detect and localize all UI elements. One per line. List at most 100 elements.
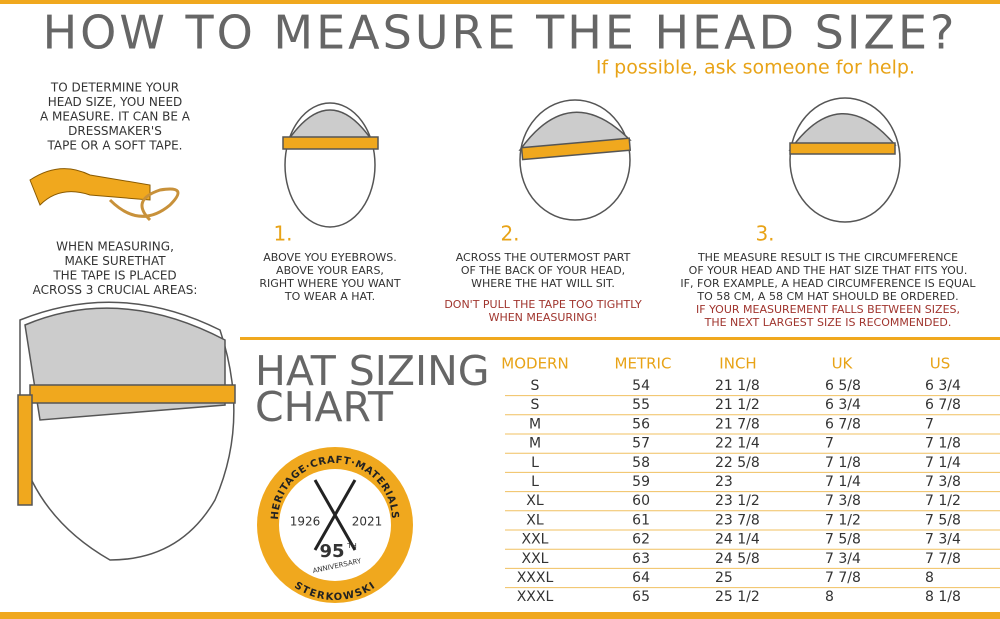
cell: 6 3/4 xyxy=(825,397,861,413)
cell: 24 5/8 xyxy=(715,551,760,567)
cell: 7 5/8 xyxy=(825,532,861,548)
cell: 59 xyxy=(632,474,650,490)
step-line: WHERE THE HAT WILL SIT. xyxy=(471,277,615,290)
step-line: ACROSS THE OUTERMOST PART xyxy=(456,251,631,264)
measuring-line: THE TAPE IS PLACED xyxy=(52,269,176,283)
badge-number: 95 xyxy=(319,541,344,562)
cell: 8 xyxy=(925,570,934,586)
cell: 65 xyxy=(632,589,650,605)
cell: 63 xyxy=(632,551,650,567)
cell: 54 xyxy=(632,378,650,394)
badge-year: 2021 xyxy=(352,515,383,529)
cell: 7 3/8 xyxy=(825,493,861,509)
badge-year: 1926 xyxy=(290,515,321,529)
cell: 7 1/4 xyxy=(925,455,961,471)
cell: 21 1/8 xyxy=(715,378,760,394)
cell: XL xyxy=(526,493,544,509)
step-line: ABOVE YOU EYEBROWS. xyxy=(263,251,396,264)
cell: 56 xyxy=(632,416,650,432)
intro-line: DRESSMAKER'S xyxy=(68,124,162,138)
cell: 57 xyxy=(632,436,650,452)
cell: 7 1/2 xyxy=(825,512,861,528)
cell: 7 5/8 xyxy=(925,512,961,528)
cell: 6 5/8 xyxy=(825,378,861,394)
cell: XXL xyxy=(522,551,549,567)
cell: 23 7/8 xyxy=(715,512,760,528)
step-line: TO 58 CM, A 58 CM HAT SHOULD BE ORDERED. xyxy=(696,290,958,303)
cell: 55 xyxy=(632,397,650,413)
step-line: IF, FOR EXAMPLE, A HEAD CIRCUMFERENCE IS… xyxy=(680,277,976,290)
chart-title: HAT SIZING xyxy=(255,347,490,395)
cell: 25 xyxy=(715,570,733,586)
cell: XXXL xyxy=(517,570,554,586)
head-illustrations xyxy=(17,97,901,561)
subtitle: If possible, ask someone for help. xyxy=(596,57,915,79)
top-rule xyxy=(0,0,1000,4)
step-line: RIGHT WHERE YOU WANT xyxy=(259,277,400,290)
cell: S xyxy=(531,397,540,413)
cell: 7 1/8 xyxy=(825,455,861,471)
column-header: MODERN xyxy=(501,355,568,373)
cell: 24 1/4 xyxy=(715,532,760,548)
cell: M xyxy=(529,436,541,452)
cell: 6 7/8 xyxy=(825,416,861,432)
cell: 61 xyxy=(632,512,650,528)
cell: 7 7/8 xyxy=(925,551,961,567)
cell: M xyxy=(529,416,541,432)
tape-illustration xyxy=(29,168,180,222)
intro-line: HEAD SIZE, YOU NEED xyxy=(48,95,183,109)
mid-rule xyxy=(240,337,1000,340)
measuring-line: ACROSS 3 CRUCIAL AREAS: xyxy=(33,283,198,297)
cell: 8 xyxy=(825,589,834,605)
cell: 58 xyxy=(632,455,650,471)
cell: 7 1/4 xyxy=(825,474,861,490)
cell: 7 3/4 xyxy=(925,532,961,548)
cell: 7 xyxy=(925,416,934,432)
title: HOW TO MEASURE THE HEAD SIZE? xyxy=(43,6,958,60)
cell: XXXL xyxy=(517,589,554,605)
cell: 21 7/8 xyxy=(715,416,760,432)
cell: 7 1/2 xyxy=(925,493,961,509)
step-line: OF YOUR HEAD AND THE HAT SIZE THAT FITS … xyxy=(689,264,968,277)
cell: 8 1/8 xyxy=(925,589,961,605)
cell: 6 7/8 xyxy=(925,397,961,413)
column-header: INCH xyxy=(719,355,756,373)
chart-title: CHART xyxy=(255,383,394,431)
bottom-rule xyxy=(0,612,1000,619)
intro-line: A MEASURE. IT CAN BE A xyxy=(40,110,191,124)
cell: 7 1/8 xyxy=(925,436,961,452)
badge xyxy=(257,447,413,603)
step-line: ABOVE YOUR EARS, xyxy=(276,264,384,277)
cell: S xyxy=(531,378,540,394)
cell: 7 3/8 xyxy=(925,474,961,490)
step-line: TO WEAR A HAT. xyxy=(284,290,375,303)
intro-line: TO DETERMINE YOUR xyxy=(50,81,179,95)
cell: 62 xyxy=(632,532,650,548)
step-number: 2. xyxy=(500,222,519,246)
step-line: OF THE BACK OF YOUR HEAD, xyxy=(461,264,625,277)
intro-line: TAPE OR A SOFT TAPE. xyxy=(47,139,183,153)
cell: 21 1/2 xyxy=(715,397,760,413)
measuring-line: WHEN MEASURING, xyxy=(56,240,174,254)
cell: 6 3/4 xyxy=(925,378,961,394)
step-warning: WHEN MEASURING! xyxy=(489,311,598,324)
step-warning: DON'T PULL THE TAPE TOO TIGHTLY xyxy=(444,298,642,311)
step-line: THE MEASURE RESULT IS THE CIRCUMFERENCE xyxy=(697,251,958,264)
cell: 7 xyxy=(825,436,834,452)
cell: 60 xyxy=(632,493,650,509)
cell: L xyxy=(531,474,539,490)
column-header: METRIC xyxy=(615,355,672,373)
step-number: 3. xyxy=(755,222,774,246)
badge-suffix: TH xyxy=(346,542,357,550)
cell: 7 3/4 xyxy=(825,551,861,567)
cell: XXL xyxy=(522,532,549,548)
step-warning: IF YOUR MEASUREMENT FALLS BETWEEN SIZES, xyxy=(696,303,960,316)
measuring-line: MAKE SURETHAT xyxy=(64,254,166,268)
cell: 64 xyxy=(632,570,650,586)
cell: L xyxy=(531,455,539,471)
cell: 22 5/8 xyxy=(715,455,760,471)
step-warning: THE NEXT LARGEST SIZE IS RECOMMENDED. xyxy=(704,316,952,329)
cell: XL xyxy=(526,512,544,528)
column-header: UK xyxy=(832,355,854,373)
